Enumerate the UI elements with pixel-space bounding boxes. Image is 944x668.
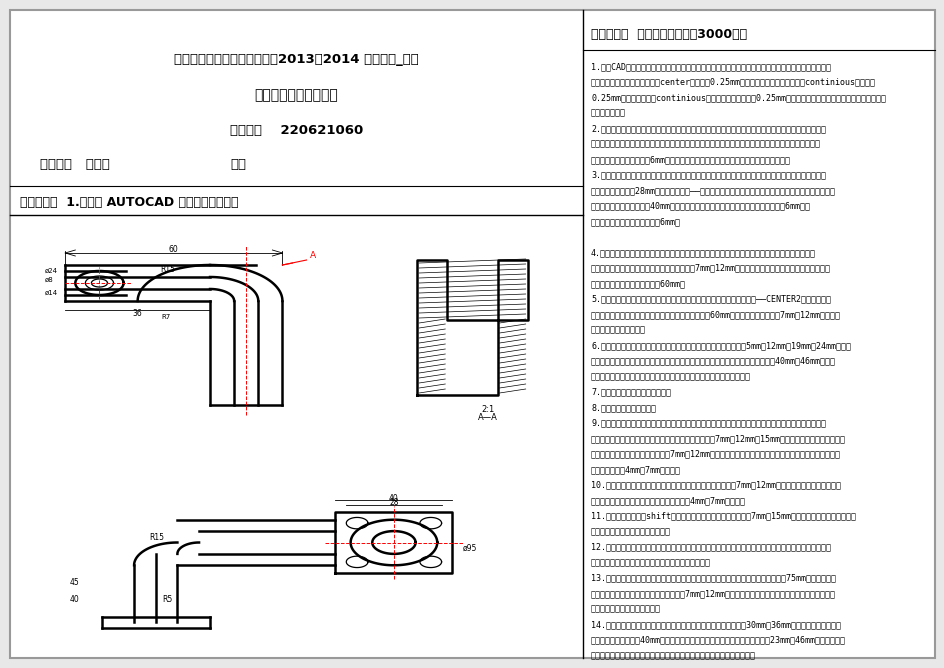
Text: 个新的圆心，选中画圆命令，分别做出半径为4mm和7mm的圆形。: 个新的圆心，选中画圆命令，分别做出半径为4mm和7mm的圆形。	[590, 496, 745, 505]
Text: 28: 28	[389, 498, 398, 507]
Text: 为圆心，按照上述画圆操作，分别画一个半径为7mm和12mm的圆形，根据主视图，将右边的过出盖主线: 为圆心，按照上述画圆操作，分别画一个半径为7mm和12mm的圆形，根据主视图，将…	[590, 263, 830, 273]
Text: 的原则，根据尺寸截目来做图，绘图时选择参线命令。: 的原则，根据尺寸截目来做图，绘图时选择参线命令。	[590, 558, 710, 567]
Text: 7.到可以得到题目要求的俯视图。: 7.到可以得到题目要求的俯视图。	[590, 387, 670, 397]
Text: 作，输入偏移距离为28mm，选中偏移对象——竖直水平线，在该直线的右端，用鼠标点击该直线的旁边，选: 作，输入偏移距离为28mm，选中偏移对象——竖直水平线，在该直线的右端，用鼠标点…	[590, 186, 835, 195]
Text: 后将各水平线，分别向左右偏移6mm。: 后将各水平线，分别向左右偏移6mm。	[590, 217, 681, 226]
Text: 14.点击偏移命令，选择水平中心线，将该水平中心线分别向上偏移30mm和36mm，利用刚刚做到可以得: 14.点击偏移命令，选择水平中心线，将该水平中心线分别向上偏移30mm和36mm…	[590, 620, 840, 629]
Text: 竖直线按照偏移操作，向右偏移60mm。: 竖直线按照偏移操作，向右偏移60mm。	[590, 279, 685, 288]
Text: 45: 45	[69, 578, 78, 587]
Text: 按照图示要求将多余线段像剪，将过左侧中间圆心的水平线向下按照偏移操作，偏移40mm和46mm，分别: 按照图示要求将多余线段像剪，将过左侧中间圆心的水平线向下按照偏移操作，偏移40m…	[590, 357, 835, 365]
Text: 11.利用相连接，按住shift键，选择切线命令，分别做出半径为7mm和15mm的两条切线，然后选择像剪命: 11.利用相连接，按住shift键，选择切线命令，分别做出半径为7mm和15mm…	[590, 512, 855, 520]
Text: 回车键，点击像剪的对象。以中间正方形的四个顶点为圆心做圆，点击绘图里面的画圆操作，点击四个顶: 回车键，点击像剪的对象。以中间正方形的四个顶点为圆心做圆，点击绘图里面的画圆操作…	[590, 140, 820, 148]
Text: 9.按照俯视图的各竖直线向上延长，打开正交，启动多线命令，根据尺寸截面图，并且画出中心线。启动: 9.按照俯视图的各竖直线向上延长，打开正交，启动多线命令，根据尺寸截面图，并且画…	[590, 418, 825, 428]
Text: 中，中心线颜色为红色，线型为center，线宽为0.25mm；轮廓线颜色为黑色，线型为continious，线宽为: 中，中心线颜色为红色，线型为center，线宽为0.25mm；轮廓线颜色为黑色，…	[590, 77, 875, 86]
Text: 成绩: 成绩	[229, 158, 245, 172]
Text: ø95: ø95	[463, 544, 477, 552]
Text: 6.以左右下角的顶点为圆心选择画圆操作，分别在命令框输入半径为5mm，12mm，19mm和24mm的圆，: 6.以左右下角的顶点为圆心选择画圆操作，分别在命令框输入半径为5mm，12mm，…	[590, 341, 851, 350]
Text: 移距离，将水平中心线分别上下偏移7mm，12mm，然后将圆心左右偏移得到两个新的圆心，选中画圆命令，: 移距离，将水平中心线分别上下偏移7mm，12mm，然后将圆心左右偏移得到两个新的…	[590, 450, 840, 458]
Text: 13.先从右边的竖直中心线做起，点击偏移命令，选中右边圆形的竖直中心线向右偏移75mm，将得到一条: 13.先从右边的竖直中心线做起，点击偏移命令，选中右边圆形的竖直中心线向右偏移7…	[590, 574, 835, 582]
Text: R15: R15	[149, 534, 164, 542]
Text: 2:1: 2:1	[480, 405, 494, 415]
Text: 课程号：    220621060: 课程号： 220621060	[229, 124, 362, 136]
Text: 分别做出半径为4mm和7mm的圆形。: 分别做出半径为4mm和7mm的圆形。	[590, 465, 681, 474]
Text: R15: R15	[160, 265, 176, 275]
Text: 择偏移操作，输入偏移距离40mm，再次选择偏移，将上下两根水平线，分别向内偏移6mm，最: 择偏移操作，输入偏移距离40mm，再次选择偏移，将上下两根水平线，分别向内偏移6…	[590, 202, 810, 210]
Text: 3.画俯视图，选择正交模式，选中直线操作，在界面上面出一个水平线，做该水平线的垂线，选择偏移操: 3.画俯视图，选择正交模式，选中直线操作，在界面上面出一个水平线，做该水平线的垂…	[590, 170, 825, 180]
Text: ø8: ø8	[45, 277, 54, 283]
Text: 绘绘过程如下：: 绘绘过程如下：	[590, 108, 625, 118]
Text: 任课教师   赵玲玲: 任课教师 赵玲玲	[40, 158, 110, 172]
Text: 8.接下来，开始做主视图。: 8.接下来，开始做主视图。	[590, 403, 655, 412]
Text: 《工程制图》课程论文: 《工程制图》课程论文	[254, 88, 338, 102]
Text: A: A	[310, 250, 315, 259]
Text: 40: 40	[389, 494, 398, 502]
Text: 1.打开CAD软件，创建一个文件，进行相关图层设置。将中心线、轮廓线、剖面线、标注分别在不同图层: 1.打开CAD软件，创建一个文件，进行相关图层设置。将中心线、轮廓线、剖面线、标…	[590, 62, 830, 71]
Text: R7: R7	[161, 314, 170, 320]
Text: 直线命令，画出中心线，点击画圆命令，画出半径分别为7mm，12mm，15mm的圆。选择偏移命令，输入偏: 直线命令，画出中心线，点击画圆命令，画出半径分别为7mm，12mm，15mm的圆…	[590, 434, 845, 443]
Text: 鲁东大学信息与电气工程学院2013－2014 学年第二_学期: 鲁东大学信息与电气工程学院2013－2014 学年第二_学期	[174, 53, 418, 67]
Text: 2.选择像剪操作，点击最上端的水平线，按一下回车键，选中黄像剪得对象，再选择像剪操作，再按一下: 2.选择像剪操作，点击最上端的水平线，按一下回车键，选中黄像剪得对象，再选择像剪…	[590, 124, 825, 133]
Text: A—A: A—A	[477, 413, 497, 422]
Text: ø24: ø24	[45, 268, 59, 274]
Text: 40: 40	[69, 595, 78, 604]
Text: 长方形中的圆条虚线，然后选中像剪命令，按照图示要求将多余线段像剪。: 长方形中的圆条虚线，然后选中像剪命令，按照图示要求将多余线段像剪。	[590, 651, 755, 660]
Text: ø14: ø14	[45, 290, 59, 296]
Text: 示要求将多余线段像剪。: 示要求将多余线段像剪。	[590, 325, 646, 335]
Text: 5.过中间圆形的圆心做竖直线，与两圆交于四个点，选择线型选择为虚线——CENTER2，分别过这四: 5.过中间圆形的圆心做竖直线，与两圆交于四个点，选择线型选择为虚线——CENTE…	[590, 295, 830, 303]
Text: 令，按照图示要求将多余线段像剪。: 令，按照图示要求将多余线段像剪。	[590, 527, 670, 536]
Text: 论文题目：  1.详述用 AUTOCAD 绘制下图的过程。: 论文题目： 1.详述用 AUTOCAD 绘制下图的过程。	[20, 196, 238, 208]
Text: 论文要求：  论文正文（不少于3000字）: 论文要求： 论文正文（不少于3000字）	[590, 29, 747, 41]
Text: 10.选择偏移命令，输入偏移距离，将水平中心线分别上下偏移7mm，12mm，然后将圆心左右偏移得出两: 10.选择偏移命令，输入偏移距离，将水平中心线分别上下偏移7mm，12mm，然后…	[590, 480, 840, 490]
Text: 出上角的长方形的长为40mm，再次通过偏移命令，将水平中心线分别左右偏移23mm和46mm，即可以得到: 出上角的长方形的长为40mm，再次通过偏移命令，将水平中心线分别左右偏移23mm…	[590, 635, 845, 645]
Text: 做垂于平移后的且与各圆弧相切的线段，按照图示要求将多余线段像剪。: 做垂于平移后的且与各圆弧相切的线段，按照图示要求将多余线段像剪。	[590, 372, 750, 381]
Text: 36: 36	[133, 309, 143, 317]
Text: 0.25mm；剖面线线型为continious，颜色为绿色，线宽为0.25mm。画线时，先用鼠标选中每个图层，然后进行: 0.25mm；剖面线线型为continious，颜色为绿色，线宽为0.25mm。…	[590, 93, 885, 102]
Text: 60: 60	[169, 246, 178, 255]
Text: 竖直中心线，点击偏移命令，分别左右偏移7mm，12mm，然后点击画角命令，选择两条对象，输入圆弧半: 竖直中心线，点击偏移命令，分别左右偏移7mm，12mm，然后点击画角命令，选择两…	[590, 589, 835, 598]
Text: 点，在命令框内输入半径为6mm，按一下回车键。此外，其他三个顶点圆均重复该操作。: 点，在命令框内输入半径为6mm，按一下回车键。此外，其他三个顶点圆均重复该操作。	[590, 155, 790, 164]
Text: 4.点击像剪操作，剪除多余线段及圆弧，再次选择画圆操作，由此便可得到四个小圆形，以此正方形: 4.点击像剪操作，剪除多余线段及圆弧，再次选择画圆操作，由此便可得到四个小圆形，…	[590, 248, 815, 257]
Text: 12.绘出圆形的正边部分，点击直线命令，绘制中心线、轮廓线和细实线，画图时要严格按照长对正宽相等: 12.绘出圆形的正边部分，点击直线命令，绘制中心线、轮廓线和细实线，画图时要严格…	[590, 542, 830, 552]
Text: R5: R5	[162, 595, 173, 604]
Text: 个点做竖直水平线段，按照偏移操作，将上述偏移后的60mm竖直线向左右分别偏移7mm和12mm，按照图: 个点做竖直水平线段，按照偏移操作，将上述偏移后的60mm竖直线向左右分别偏移7m…	[590, 310, 840, 319]
Text: 径角功能分别作出这三个圆角。: 径角功能分别作出这三个圆角。	[590, 605, 660, 613]
